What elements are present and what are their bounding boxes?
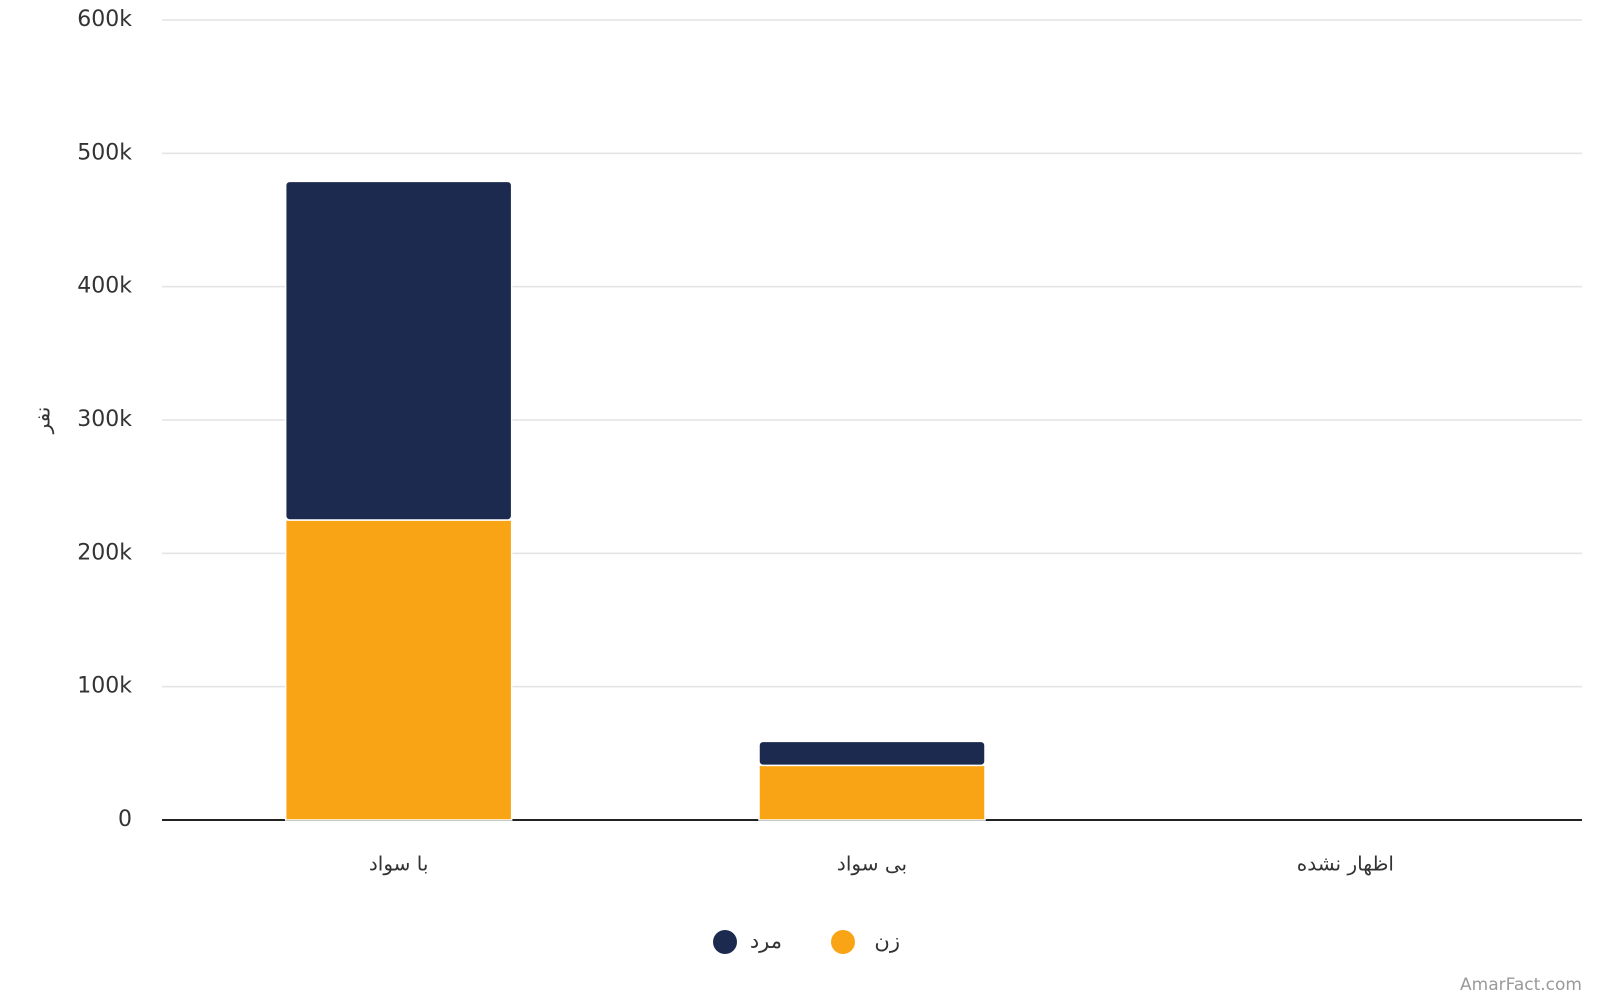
bar-segment	[758, 740, 986, 767]
x-tick-label: بی سواد	[837, 852, 907, 876]
y-tick-label: 200k	[77, 540, 132, 565]
y-axis-label: نفر	[31, 407, 55, 435]
y-tick-label: 300k	[77, 407, 132, 432]
y-tick-label: 100k	[77, 674, 132, 699]
bar-segment	[284, 519, 513, 821]
y-tick-label: 400k	[77, 274, 132, 299]
bar-segment	[284, 180, 513, 521]
y-tick-label: 500k	[77, 140, 132, 165]
bar-segment	[758, 764, 986, 821]
y-tick-label: 600k	[77, 7, 132, 32]
legend-marker	[831, 930, 855, 954]
legend-label: زن	[874, 929, 900, 953]
source-credit: AmarFact.com	[1460, 975, 1582, 995]
x-tick-label: اظهار نشده	[1297, 852, 1394, 876]
x-tick-label: با سواد	[369, 852, 429, 876]
legend-label: مرد	[750, 929, 782, 953]
y-tick-label: 0	[118, 807, 132, 832]
legend-marker	[713, 930, 737, 954]
